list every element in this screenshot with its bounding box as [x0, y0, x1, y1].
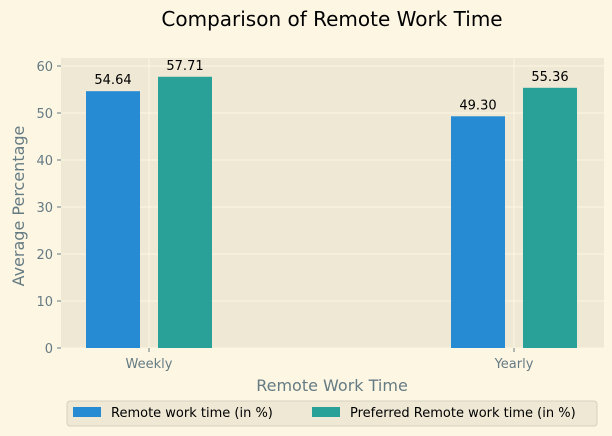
- bar-remote-weekly: [86, 91, 140, 348]
- y-axis-ticks: 0 10 20 30 40 50 60: [36, 60, 61, 357]
- legend-label-remote: Remote work time (in %): [111, 406, 273, 421]
- data-label-remote-yearly: 49.30: [459, 98, 496, 113]
- grid-lines: [61, 58, 604, 349]
- y-tick-label-6: 60: [36, 60, 53, 75]
- plot-area: [61, 58, 604, 348]
- legend: Remote work time (in %) Preferred Remote…: [66, 400, 598, 427]
- bar-preferred-weekly: [158, 76, 212, 348]
- legend-label-preferred: Preferred Remote work time (in %): [350, 406, 576, 421]
- y-tick-label-3: 30: [36, 201, 53, 216]
- chart-title: Comparison of Remote Work Time: [161, 7, 502, 31]
- legend-swatch-preferred: [312, 407, 340, 417]
- y-tick-label-0: 0: [45, 342, 53, 357]
- bar-preferred-yearly: [523, 87, 577, 349]
- data-label-remote-weekly: 54.64: [94, 73, 131, 88]
- x-axis-label: Remote Work Time: [256, 376, 408, 395]
- x-tick-label-weekly: Weekly: [126, 357, 173, 372]
- y-tick-label-2: 20: [36, 248, 53, 263]
- bars: 54.64 49.30 57.71 55.36: [86, 59, 577, 349]
- y-tick-label-4: 40: [36, 154, 53, 169]
- bar-remote-yearly: [451, 116, 505, 348]
- data-label-preferred-yearly: 55.36: [531, 70, 568, 85]
- x-axis-ticks: Weekly Yearly: [126, 348, 534, 372]
- x-tick-label-yearly: Yearly: [494, 357, 534, 372]
- y-tick-label-5: 50: [36, 107, 53, 122]
- y-tick-label-1: 10: [36, 295, 53, 310]
- legend-swatch-remote: [73, 407, 101, 417]
- data-label-preferred-weekly: 57.71: [166, 59, 203, 74]
- y-axis-label: Average Percentage: [9, 126, 28, 287]
